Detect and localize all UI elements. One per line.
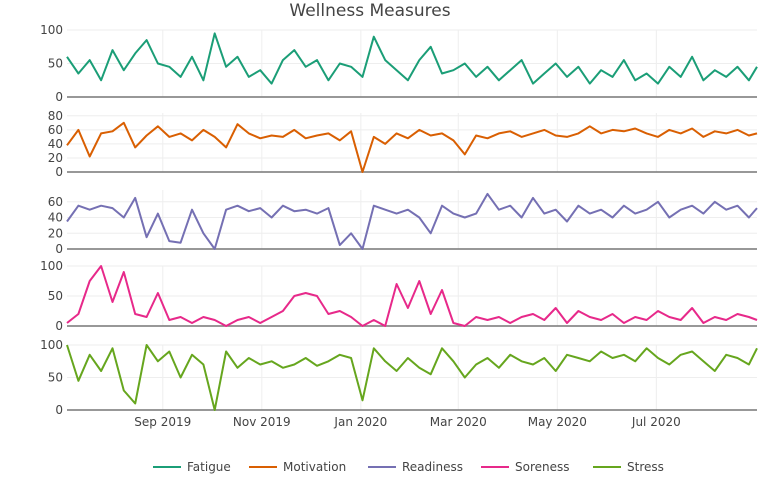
x-tick-label: Nov 2019 — [233, 415, 291, 429]
y-tick-label: 50 — [48, 289, 63, 303]
y-tick-label: 0 — [55, 90, 63, 104]
y-tick-label: 50 — [48, 57, 63, 71]
y-tick-label: 60 — [48, 195, 63, 209]
x-tick-label: Sep 2019 — [134, 415, 191, 429]
series-line-soreness — [66, 265, 758, 327]
y-tick-label: 100 — [40, 338, 63, 352]
y-tick-label: 80 — [48, 109, 63, 123]
y-tick-label: 40 — [48, 211, 63, 225]
y-tick-label: 40 — [48, 137, 63, 151]
y-tick-label: 20 — [48, 226, 63, 240]
x-axis: Sep 2019 Nov 2019 Jan 2020 Mar 2020 May 2020… — [134, 415, 680, 429]
legend-item-stress[interactable]: Stress — [593, 460, 664, 474]
y-tick-label: 0 — [55, 319, 63, 333]
y-tick-label: 0 — [55, 242, 63, 256]
x-tick-label: Jul 2020 — [631, 415, 681, 429]
y-tick-label: 50 — [48, 371, 63, 385]
y-tick-label: 0 — [55, 165, 63, 179]
subplot-stress: 0 50 100 — [40, 338, 758, 417]
legend-item-soreness[interactable]: Soreness — [481, 460, 570, 474]
legend-item-readiness[interactable]: Readiness — [368, 460, 463, 474]
legend-label: Fatigue — [187, 460, 231, 474]
y-tick-label: 0 — [55, 403, 63, 417]
y-tick-label: 100 — [40, 23, 63, 37]
x-tick-label: Jan 2020 — [333, 415, 387, 429]
series-line-motivation — [66, 121, 758, 173]
subplot-soreness: 0 50 100 — [40, 259, 758, 333]
legend-label: Readiness — [402, 460, 463, 474]
series-line-stress — [66, 344, 758, 411]
series-line-readiness — [66, 192, 758, 250]
legend-item-motivation[interactable]: Motivation — [249, 460, 346, 474]
legend-item-fatigue[interactable]: Fatigue — [153, 460, 231, 474]
chart-title: Wellness Measures — [289, 1, 450, 21]
x-tick-label: Mar 2020 — [430, 415, 487, 429]
y-tick-label: 20 — [48, 151, 63, 165]
legend: Fatigue Motivation Readiness Soreness Stress — [153, 460, 664, 474]
series-line-fatigue — [66, 32, 758, 85]
subplot-fatigue: 0 50 100 — [40, 23, 758, 104]
legend-label: Stress — [627, 460, 664, 474]
y-tick-label: 60 — [48, 123, 63, 137]
legend-label: Soreness — [515, 460, 570, 474]
legend-label: Motivation — [283, 460, 346, 474]
y-tick-label: 100 — [40, 259, 63, 273]
x-tick-label: May 2020 — [528, 415, 587, 429]
